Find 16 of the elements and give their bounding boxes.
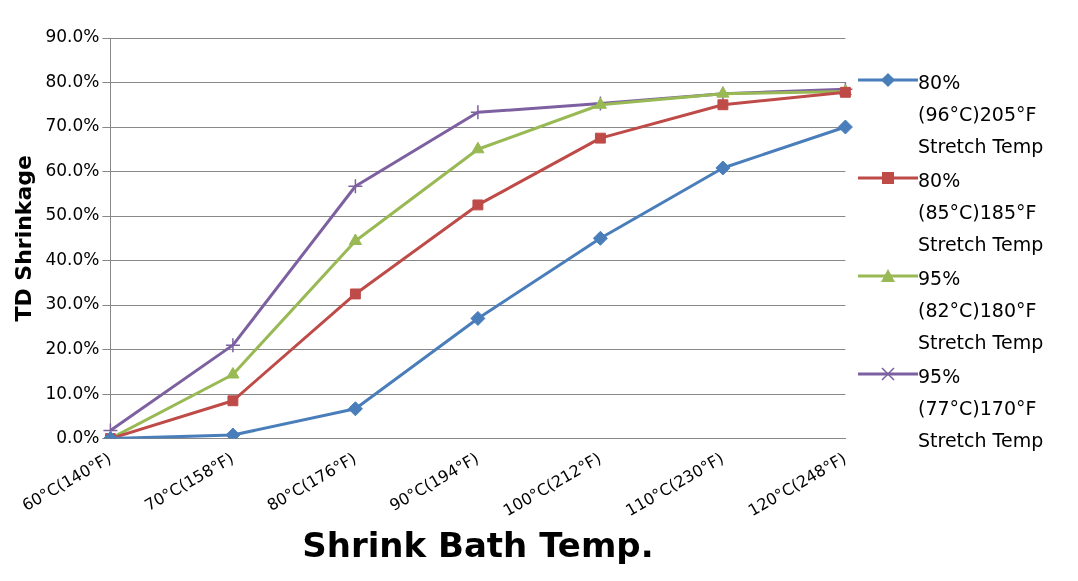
y-tick-label: 60.0% [45, 159, 100, 180]
y-tick-label: 90.0% [45, 26, 100, 47]
y-tick-label: 40.0% [45, 248, 100, 269]
x-axis-title: Shrink Bath Temp. [302, 525, 654, 566]
y-tick-label: 10.0% [45, 382, 100, 403]
y-tick-label: 80.0% [45, 70, 100, 91]
legend-label: 80% (85°C)185°F Stretch Temp [918, 168, 1045, 257]
y-tick-label: 0.0% [56, 427, 100, 448]
legend-label: 95% (77°C)170°F Stretch Temp [918, 364, 1045, 453]
y-tick-label: 30.0% [45, 293, 100, 314]
y-tick-label: 70.0% [45, 115, 100, 136]
y-tick-label: 50.0% [45, 204, 100, 225]
y-tick-label: 20.0% [45, 338, 100, 358]
legend-label: 95% (82°C)180°F Stretch Temp [918, 266, 1045, 355]
legend-label: 80% (96°C)205°F Stretch Temp [918, 70, 1045, 159]
y-axis-title: TD Shrinkage [10, 154, 36, 322]
